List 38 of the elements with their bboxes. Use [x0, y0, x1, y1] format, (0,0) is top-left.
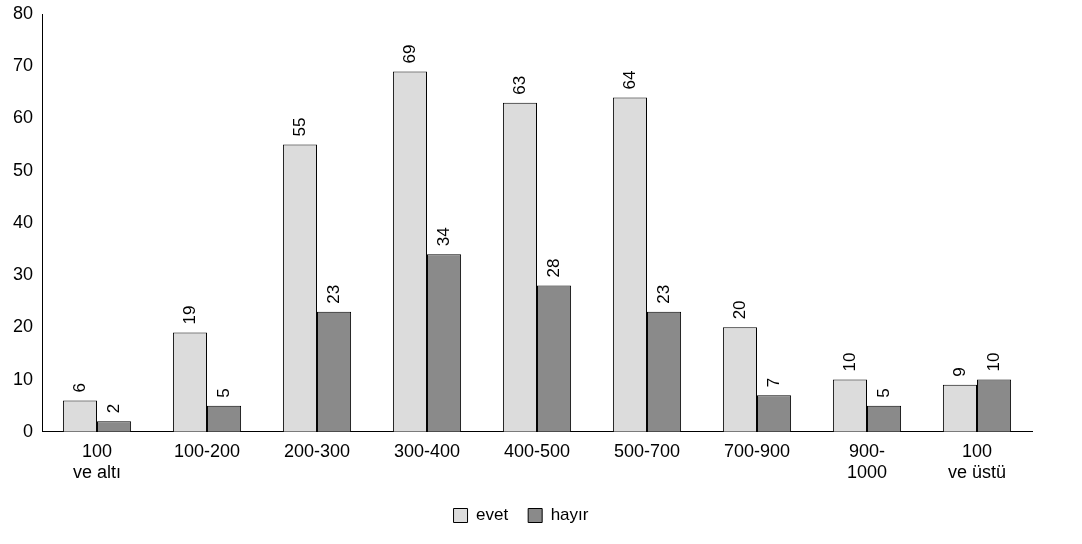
- x-tick-label: 400-500: [503, 440, 571, 461]
- legend-label: evet: [476, 505, 509, 525]
- legend-label: hayır: [550, 505, 589, 525]
- data-label: 7: [763, 377, 783, 388]
- y-tick-label: 40: [12, 211, 34, 232]
- data-label: 9: [949, 367, 969, 377]
- y-tick-label: 50: [12, 159, 34, 180]
- data-label: 10: [839, 352, 859, 372]
- x-tick-label: 100 ve üstü: [947, 440, 1007, 483]
- x-tick-label: 700-900: [723, 440, 791, 461]
- x-tick-label: 200-300: [283, 440, 351, 461]
- data-label: 64: [619, 70, 639, 90]
- data-label: 6: [69, 383, 89, 393]
- x-tick-label: 900-1000: [846, 440, 888, 483]
- data-label: 69: [399, 44, 419, 64]
- data-label: 19: [179, 305, 199, 325]
- data-label: 5: [213, 388, 233, 398]
- data-label: 5: [873, 388, 893, 398]
- x-tick-label: 500-700: [613, 440, 681, 461]
- data-label: 28: [543, 258, 563, 278]
- y-tick-label: 70: [12, 55, 34, 76]
- y-tick-label: 80: [12, 2, 34, 23]
- x-tick-label: 300-400: [393, 440, 461, 461]
- data-label: 63: [509, 75, 529, 95]
- y-tick-label: 60: [12, 107, 34, 128]
- data-label: 23: [323, 284, 343, 304]
- y-tick-label: 20: [12, 316, 34, 337]
- data-label: 34: [433, 227, 453, 247]
- data-label: 2: [103, 403, 123, 414]
- y-tick-label: 10: [12, 368, 34, 389]
- data-label: 10: [983, 352, 1003, 372]
- data-label: 20: [729, 300, 749, 320]
- y-tick-label: 30: [12, 264, 34, 285]
- y-tick-label: 0: [23, 420, 34, 441]
- x-tick-label: 100-200: [173, 440, 241, 461]
- data-label: 23: [653, 284, 673, 304]
- data-label: 55: [289, 117, 309, 137]
- x-tick-label: 100 ve altı: [73, 440, 122, 483]
